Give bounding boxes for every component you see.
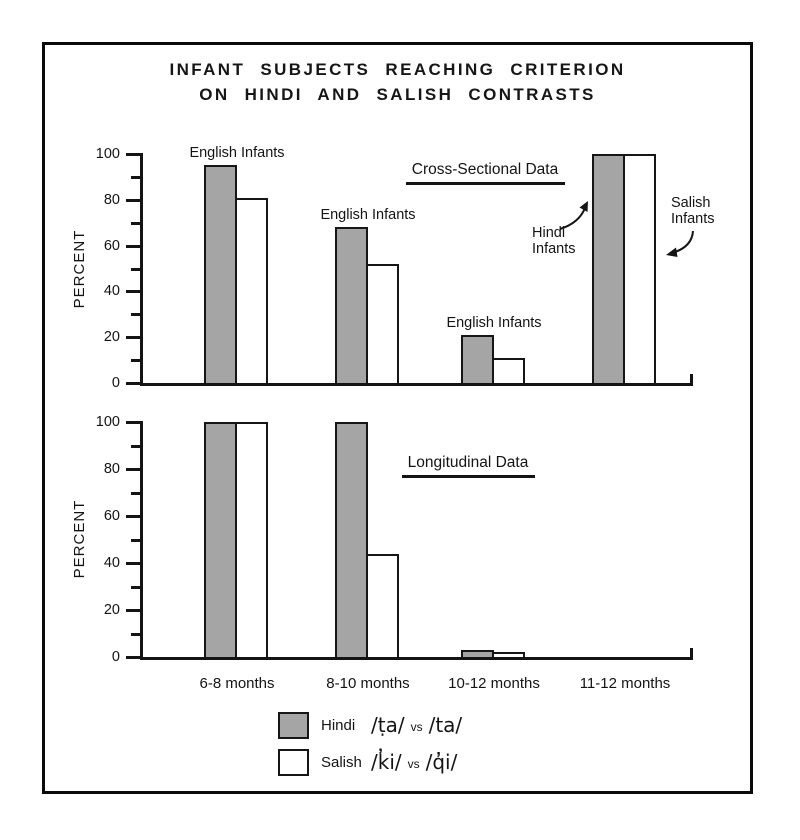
y-tick [126,290,140,294]
y-tick [126,198,140,202]
x-axis-end-tick [690,648,693,660]
y-tick-label: 60 [103,237,120,254]
y-tick-label: 40 [103,555,120,571]
y-tick [131,313,140,317]
bar-salish-8-10 months [366,264,399,383]
y-tick-label: 40 [103,283,120,300]
bar-hindi-10-12 months [461,335,494,383]
legend-contrast-right: /ta/ [428,713,463,737]
y-axis-label-top: PERCENT [71,229,88,309]
y-tick-label: 80 [103,191,120,208]
y-tick [126,656,140,659]
legend-contrast-right: /q̓i/ [425,750,458,774]
callout-hindi-infants: Hindi Infants [532,225,576,257]
bar-salish-6-8 months [235,422,268,657]
y-tick-label: 0 [111,375,120,391]
legend-contrast-vs: vs [410,720,423,734]
y-tick [126,515,140,518]
y-tick [126,562,140,565]
y-tick [126,382,140,385]
figure-title: INFANT SUBJECTS REACHING CRITERION ON HI… [45,57,750,107]
figure-title-line2: ON HINDI AND SALISH CONTRASTS [199,85,596,104]
legend-contrast-vs: vs [407,757,420,771]
y-tick [126,244,140,248]
x-category-label: 10-12 months [448,675,540,692]
legend-label-hindi: Hindi [321,716,356,734]
figure-title-line1: INFANT SUBJECTS REACHING CRITERION [169,60,626,79]
y-tick-label: 100 [95,414,120,430]
callout-salish-infants: Salish Infants [671,195,715,227]
y-tick [126,153,140,156]
y-tick [131,359,140,363]
y-axis-label-bottom: PERCENT [71,499,88,579]
legend-swatch-hindi [278,711,309,739]
bar-hindi-8-10 months [335,422,368,657]
y-tick [131,221,140,225]
legend-item-hindi: Hindi/ṭa/vs/ta/ [278,710,462,740]
y-axis [140,421,143,660]
annotation-underline-longitudinal [402,475,535,478]
bar-salish-10-12 months [492,358,525,383]
y-tick-label: 20 [103,602,120,618]
y-tick [126,336,140,340]
y-tick-label: 100 [95,146,120,162]
y-tick [131,632,140,636]
legend-contrast-left: /k̓i/ [371,750,402,774]
y-tick-label: 60 [103,508,120,524]
figure-frame: INFANT SUBJECTS REACHING CRITERION ON HI… [42,42,753,794]
y-tick [131,444,140,448]
y-tick [126,468,140,471]
legend-item-salish: Salish/k̓i/vs/q̓i/ [278,747,457,777]
x-category-label: 11-12 months [579,675,671,692]
english-infants-label: English Infants [189,145,285,161]
english-infants-label: English Infants [446,315,542,331]
y-tick [131,585,140,589]
y-tick [131,491,140,495]
bar-salish-10-12 months [492,652,525,657]
y-tick [126,609,140,612]
legend-contrast-left: /ṭa/ [371,713,405,737]
annotation-cross-sectional: Cross-Sectional Data [411,161,559,178]
x-axis [140,657,693,660]
english-infants-label: English Infants [320,207,416,223]
y-tick-label: 0 [111,649,120,665]
salish-infants-arrow [666,230,694,257]
y-tick-label: 80 [103,461,120,477]
y-axis [140,153,143,386]
legend-swatch-salish [278,748,309,776]
y-tick [131,538,140,542]
y-tick [126,421,140,424]
x-axis [140,383,693,386]
bar-salish-8-10 months [366,554,399,657]
bar-hindi-11-12 months [592,154,625,383]
legend-label-salish: Salish [321,753,362,771]
y-tick [131,267,140,271]
bar-hindi-8-10 months [335,227,368,383]
x-category-label: 8-10 months [326,675,410,692]
bar-salish-11-12 months [623,154,656,383]
annotation-longitudinal: Longitudinal Data [407,454,529,471]
bar-hindi-10-12 months [461,650,494,657]
bar-hindi-6-8 months [204,422,237,657]
x-axis-end-tick [690,374,693,386]
bar-salish-6-8 months [235,198,268,383]
y-tick [131,175,140,179]
hindi-infants-arrow [559,201,588,230]
x-category-label: 6-8 months [199,675,275,692]
bar-hindi-6-8 months [204,165,237,383]
y-tick-label: 20 [103,329,120,346]
annotation-underline-cross-sectional [406,182,565,185]
